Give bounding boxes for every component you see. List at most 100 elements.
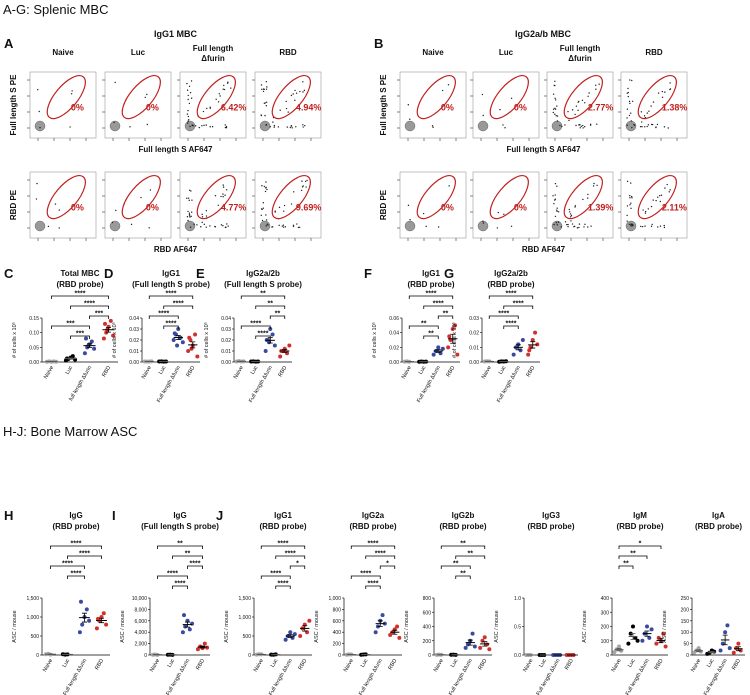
event-dot <box>586 197 589 199</box>
event-dot <box>209 126 211 128</box>
significance-bracket <box>423 335 439 339</box>
event-dot <box>301 180 303 182</box>
y-tick-label: 0.01 <box>469 345 479 351</box>
event-dot <box>273 126 275 128</box>
gate-percentage: 4.94% <box>296 102 322 112</box>
gate <box>416 175 456 220</box>
event-dot <box>146 123 148 126</box>
event-dot <box>265 105 268 107</box>
event-dot <box>567 225 569 228</box>
event-dot <box>113 121 115 124</box>
event-dot <box>203 124 205 127</box>
significance-bracket <box>148 295 194 299</box>
event-dot <box>668 191 670 193</box>
sem-bar <box>200 645 205 649</box>
chart-subtitle: (RBD probe) <box>616 522 663 531</box>
event-dot <box>186 82 188 85</box>
event-dot <box>630 195 633 198</box>
event-dot <box>425 225 427 228</box>
chart-subtitle: (RBD probe) <box>56 280 103 289</box>
y-tick-label: 0.03 <box>221 327 231 333</box>
significance-label: **** <box>506 321 517 328</box>
event-dot <box>115 209 117 212</box>
chart-title: IgG2a <box>362 511 385 520</box>
event-dot <box>302 81 304 83</box>
event-dot <box>58 227 60 229</box>
event-dot <box>187 109 189 112</box>
significance-label: **** <box>506 291 517 298</box>
data-point <box>89 339 94 344</box>
column-header: RBD <box>645 48 663 57</box>
data-point <box>278 354 283 359</box>
significance-bracket <box>455 555 486 559</box>
event-dot <box>187 122 189 124</box>
y-tick-label: 400 <box>423 625 432 631</box>
column-header: Luc <box>131 48 146 57</box>
panel-letter: J <box>216 508 223 523</box>
data-point <box>290 635 295 640</box>
significance-label: **** <box>433 301 444 308</box>
event-dot <box>188 199 190 202</box>
event-dot <box>265 225 267 227</box>
cell-cluster <box>404 120 416 132</box>
event-dot <box>639 125 642 128</box>
event-dot <box>222 184 224 186</box>
event-dot <box>190 97 193 99</box>
event-dot <box>571 223 574 225</box>
event-dot <box>651 223 653 226</box>
x-tick-label: Luc <box>360 658 370 669</box>
section-title: A-G: Splenic MBC <box>3 2 108 17</box>
event-dot <box>264 190 267 193</box>
data-point <box>480 638 485 643</box>
event-dot <box>225 125 228 128</box>
event-dot <box>659 225 662 227</box>
event-dot <box>205 210 208 212</box>
x-tick-label: Naive <box>343 658 355 673</box>
event-dot <box>652 101 655 103</box>
event-dot <box>555 115 557 117</box>
gate-percentage: 2.11% <box>662 202 687 212</box>
data-point <box>446 345 451 350</box>
event-dot <box>279 109 281 111</box>
data-point <box>288 630 293 635</box>
data-point <box>526 352 531 357</box>
x-tick-label: Luc <box>158 365 168 376</box>
event-dot <box>598 83 600 85</box>
sem-bar <box>282 349 288 353</box>
event-dot <box>290 94 293 97</box>
event-dot <box>39 126 41 129</box>
event-dot <box>189 125 191 128</box>
y-tick-label: 0 <box>428 653 431 659</box>
event-dot <box>190 190 192 192</box>
significance-bracket <box>275 585 291 589</box>
event-dot <box>198 126 201 129</box>
event-dot <box>130 223 133 226</box>
event-dot <box>220 195 222 198</box>
event-dot <box>629 197 631 199</box>
event-dot <box>289 126 291 129</box>
event-dot <box>629 102 631 105</box>
data-point <box>101 611 106 616</box>
y-tick-label: 100 <box>681 630 690 636</box>
event-dot <box>277 126 280 128</box>
event-dot <box>663 126 666 128</box>
y-tick-label: 0.04 <box>129 316 139 322</box>
event-dot <box>631 100 634 102</box>
significance-label: **** <box>368 541 379 548</box>
significance-bracket <box>503 325 519 329</box>
event-dot <box>303 89 306 92</box>
event-dot <box>448 185 450 187</box>
event-dot <box>669 82 671 84</box>
event-dot <box>187 210 189 213</box>
event-dot <box>661 90 664 93</box>
data-point <box>438 351 443 356</box>
event-dot <box>195 125 197 127</box>
y-axis-label: Full length S PE <box>9 74 18 136</box>
event-dot <box>186 197 188 199</box>
event-dot <box>593 182 595 185</box>
gate-percentage: 9.69% <box>296 202 322 212</box>
x-tick-label: Naive <box>149 658 161 673</box>
significance-bracket <box>187 565 203 569</box>
event-dot <box>265 101 268 103</box>
